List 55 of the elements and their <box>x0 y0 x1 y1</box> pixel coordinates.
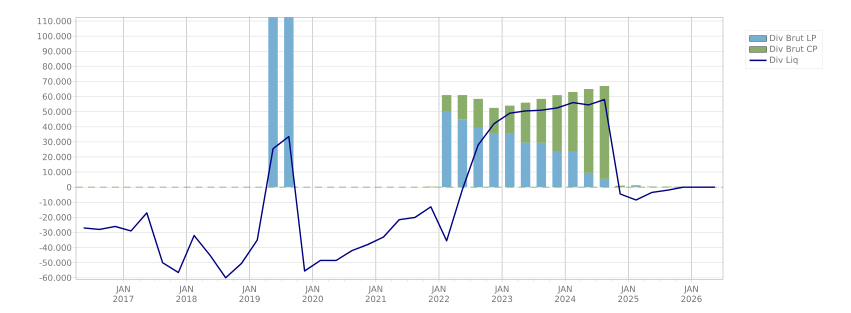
bar <box>552 95 562 151</box>
x-tick-label: JAN 2025 <box>618 286 638 302</box>
y-tick-label: 20.000 <box>42 154 72 160</box>
bar <box>584 172 594 188</box>
y-tick-label: -40.000 <box>40 244 72 251</box>
y-tick-label: 40.000 <box>42 124 72 130</box>
bar <box>536 142 546 188</box>
bar <box>536 98 546 143</box>
y-tick-label: 50.000 <box>42 108 72 115</box>
y-tick-label: -50.000 <box>40 259 72 266</box>
bar <box>473 128 483 188</box>
bar <box>520 102 530 143</box>
legend-label: Div Liq <box>770 56 798 65</box>
bar <box>568 92 578 151</box>
bar <box>568 150 578 188</box>
bar <box>442 95 452 112</box>
bar <box>520 142 530 188</box>
bar <box>458 119 468 188</box>
y-tick-label: -60.000 <box>40 274 72 281</box>
y-tick-label: 60.000 <box>42 93 72 100</box>
x-tick-label: JAN 2018 <box>176 286 197 302</box>
bar <box>600 178 610 188</box>
bar <box>489 134 499 188</box>
bar <box>489 108 499 134</box>
x-tick-label: JAN 2020 <box>302 286 323 302</box>
bar <box>600 86 610 179</box>
x-tick-label: JAN 2021 <box>366 286 386 302</box>
x-tick-label: JAN 2026 <box>681 286 702 302</box>
y-tick-label: 100.000 <box>38 32 72 40</box>
y-tick-label: 30.000 <box>42 138 72 146</box>
y-tick-label: 10.000 <box>43 168 72 176</box>
legend-label: Div Brut LP <box>770 34 816 42</box>
y-tick-label: 80.000 <box>42 63 72 70</box>
y-tick-label: -30.000 <box>40 229 72 236</box>
x-tick-label: JAN 2023 <box>492 286 512 302</box>
x-tick-label: JAN 2024 <box>555 286 576 302</box>
legend-label: Div Brut CP <box>770 45 818 52</box>
bar <box>505 134 514 188</box>
bar <box>458 95 468 120</box>
y-tick-label: 110.000 <box>38 18 72 24</box>
bar <box>268 17 278 188</box>
x-tick-label: JAN 2017 <box>113 286 134 302</box>
y-tick-label: -20.000 <box>40 214 72 221</box>
bar <box>442 112 452 188</box>
bar <box>505 106 514 134</box>
y-tick-label: 90.000 <box>42 48 72 54</box>
y-tick-label: -10.000 <box>40 199 72 206</box>
bar <box>473 98 483 128</box>
bar <box>584 89 594 173</box>
x-tick-label: JAN 2019 <box>239 286 260 302</box>
y-tick-label: 70.000 <box>42 78 72 85</box>
x-tick-label: JAN 2022 <box>428 286 449 302</box>
y-tick-label: 0 <box>67 184 72 190</box>
bar <box>552 150 562 188</box>
bar <box>284 17 294 188</box>
